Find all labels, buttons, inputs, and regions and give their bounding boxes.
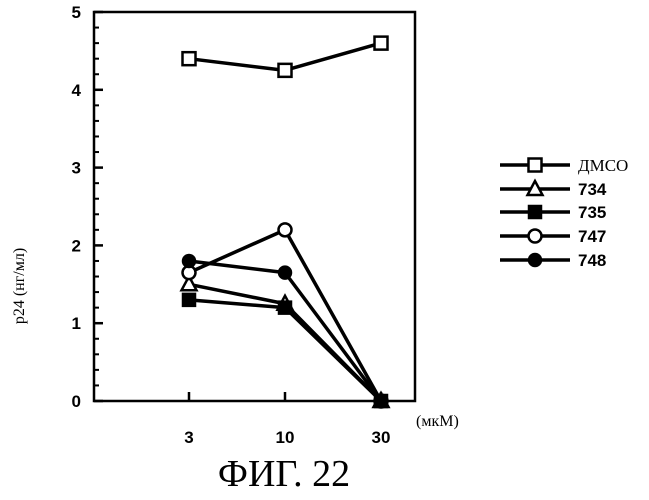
series-0 — [183, 37, 388, 77]
data-point — [279, 64, 292, 77]
legend-label: 735 — [578, 203, 606, 222]
series-line — [189, 261, 381, 401]
legend-item: 747 — [500, 227, 606, 246]
data-point — [279, 301, 292, 314]
series-layer — [182, 37, 389, 408]
x-tick-label: 3 — [184, 428, 193, 447]
x-tick-label: 30 — [372, 428, 391, 447]
y-tick-label: 0 — [72, 392, 81, 411]
legend-label: ДМСО — [578, 156, 628, 175]
legend-label: 747 — [578, 227, 606, 246]
y-axis-title: p24 (нг/мл) — [11, 248, 28, 324]
legend-item: 734 — [500, 180, 607, 199]
legend-item: 748 — [500, 251, 606, 270]
data-point — [375, 37, 388, 50]
series-1 — [182, 276, 389, 407]
legend-item: 735 — [500, 203, 606, 222]
x-tick-label: 10 — [276, 428, 295, 447]
legend-marker — [529, 206, 542, 219]
data-point — [183, 293, 196, 306]
legend-marker — [529, 254, 542, 267]
legend-marker — [529, 230, 542, 243]
figure-caption: ФИГ. 22 — [218, 453, 350, 495]
y-tick-label: 2 — [72, 236, 81, 255]
y-tick-label: 3 — [72, 159, 81, 178]
legend-label: 734 — [578, 180, 607, 199]
y-tick-label: 4 — [72, 81, 82, 100]
data-point — [183, 254, 196, 267]
legend: ДМСО 734 735 747 748 — [500, 156, 628, 270]
series-2 — [183, 293, 388, 407]
series-3 — [183, 223, 388, 407]
legend-item: ДМСО — [500, 156, 628, 175]
data-point — [375, 395, 388, 408]
data-point — [279, 266, 292, 279]
data-point — [279, 223, 292, 236]
data-point — [183, 52, 196, 65]
x-unit-label: (мкМ) — [416, 413, 459, 430]
y-tick-label: 5 — [72, 3, 81, 22]
legend-label: 748 — [578, 251, 606, 270]
series-4 — [183, 254, 388, 407]
y-tick-label: 1 — [72, 314, 81, 333]
legend-marker — [529, 159, 542, 172]
plot-frame — [94, 12, 415, 401]
